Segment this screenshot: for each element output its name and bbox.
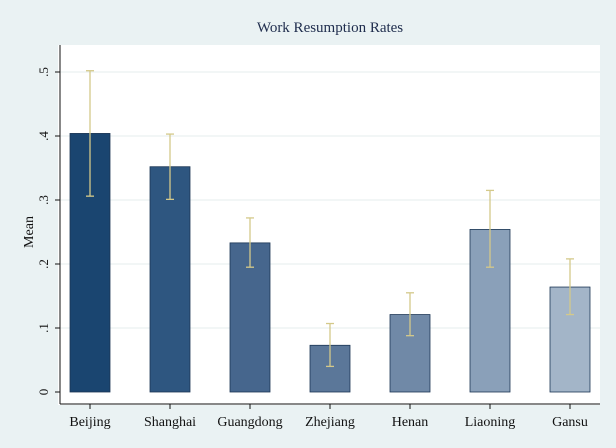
error-bar-zhejiang	[326, 322, 334, 368]
y-tick-label: 0	[36, 389, 51, 396]
y-tick-label: .5	[36, 67, 51, 77]
bar-shanghai	[149, 166, 191, 393]
y-tick-label: .1	[36, 323, 51, 333]
axis-layer: Beijing Shanghai Guangdong Zhejiang Henan Lia…	[36, 45, 600, 430]
chart-title: Work Resumption Rates	[257, 20, 403, 36]
x-tick-label-zhejiang: Zhejiang	[305, 415, 355, 430]
error-bar-henan	[406, 292, 414, 337]
y-tick-label: .4	[36, 131, 51, 141]
bar-zhejiang	[309, 344, 351, 393]
x-tick-label-henan: Henan	[392, 415, 429, 430]
x-tick-label-guangdong: Guangdong	[217, 415, 282, 430]
error-bar-guangdong	[246, 217, 254, 268]
x-tick-label-shanghai: Shanghai	[144, 415, 196, 430]
bar-layer	[69, 70, 591, 393]
x-tick-label-gansu: Gansu	[552, 415, 588, 430]
x-tick-label-beijing: Beijing	[69, 415, 110, 430]
y-tick-label: .3	[36, 195, 51, 205]
y-axis-label: Mean	[22, 216, 37, 248]
x-tick-label-liaoning: Liaoning	[465, 415, 516, 430]
error-bar-liaoning	[486, 189, 494, 268]
error-bar-beijing	[86, 70, 94, 197]
error-bar-shanghai	[166, 133, 174, 201]
error-bar-gansu	[566, 258, 574, 316]
y-tick-label: .2	[36, 259, 51, 269]
